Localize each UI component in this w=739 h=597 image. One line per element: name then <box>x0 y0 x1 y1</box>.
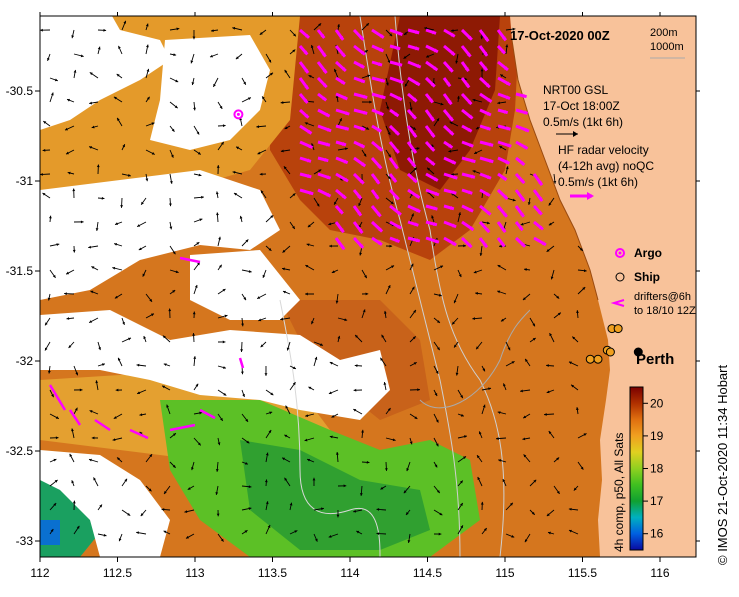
isobath-label-1000m: 1000m <box>650 41 684 53</box>
x-tick-label: 112 <box>30 566 49 580</box>
colorbar-tick-label: 18 <box>650 462 664 476</box>
cold-water-patch <box>40 520 60 545</box>
hf-avg: (4-12h avg) noQC <box>558 159 654 173</box>
credit-label: © IMOS 21-Oct-2020 11:34 Hobart <box>715 365 730 565</box>
y-tick-label: -30.5 <box>6 84 34 98</box>
legend-argo: Argo <box>634 246 662 260</box>
x-tick-label: 114 <box>340 566 359 580</box>
ship-marker <box>594 355 602 363</box>
colorbar-tick-label: 19 <box>650 429 664 443</box>
legend-ship: Ship <box>634 270 660 284</box>
ship-marker <box>614 325 622 333</box>
legend-drifters-1: drifters@6h <box>634 291 691 303</box>
x-tick-label: 113 <box>185 566 204 580</box>
nrt-time: 17-Oct 18:00Z <box>543 99 620 113</box>
y-tick-label: -32.5 <box>6 444 34 458</box>
colorbar-label: 4h comp, p50, All Sats <box>612 433 626 552</box>
legend-drifters-2: to 18/10 12Z <box>634 305 696 317</box>
x-tick-label: 114.5 <box>413 566 442 580</box>
city-label-perth: Perth <box>636 351 674 368</box>
y-tick-label: -31.5 <box>6 264 34 278</box>
hf-scale: 0.5m/s (1kt 6h) <box>558 175 638 189</box>
colorbar-tick-label: 16 <box>650 527 664 541</box>
nrt-scale: 0.5m/s (1kt 6h) <box>543 115 623 129</box>
x-tick-label: 115 <box>495 566 514 580</box>
x-tick-label: 113.5 <box>258 566 287 580</box>
colorbar-tick-label: 20 <box>650 396 664 410</box>
isobath-label-200m: 200m <box>650 27 678 39</box>
ship-marker <box>606 348 614 356</box>
x-tick-label: 112.5 <box>103 566 132 580</box>
hf-label: HF radar velocity <box>558 143 649 157</box>
y-tick-label: -33 <box>16 534 34 548</box>
ship-marker <box>586 355 594 363</box>
map-plot-area <box>40 16 696 557</box>
argo-float-dot <box>237 113 240 116</box>
y-tick-label: -32 <box>16 354 34 368</box>
colorbar-tick-label: 17 <box>650 494 664 508</box>
nrt-label: NRT00 GSL <box>543 83 608 97</box>
colorbar <box>630 387 643 550</box>
date-label: 17-Oct-2020 00Z <box>510 28 610 43</box>
y-tick-label: -31 <box>16 174 34 188</box>
x-tick-label: 115.5 <box>568 566 597 580</box>
x-tick-label: 116 <box>650 566 669 580</box>
argo-legend-dot <box>619 252 622 255</box>
